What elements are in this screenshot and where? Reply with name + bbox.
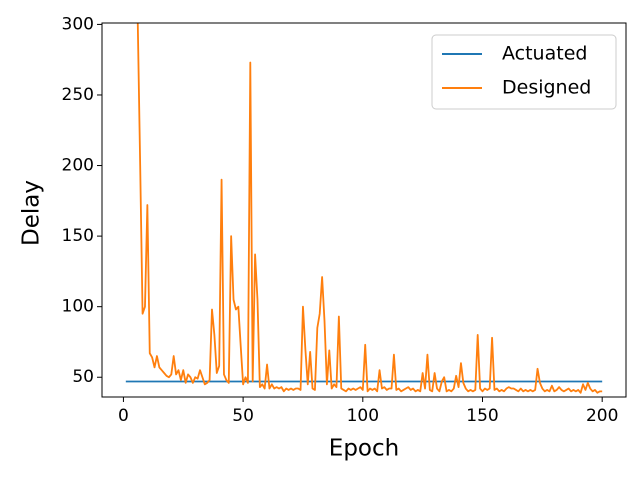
series-line — [136, 23, 603, 394]
x-tick-label: 0 — [118, 406, 129, 426]
legend-label: Actuated — [502, 43, 587, 65]
x-tick-label: 200 — [586, 406, 618, 426]
x-axis-label: Epoch — [329, 436, 399, 462]
y-tick-label: 200 — [62, 156, 94, 176]
x-tick-label: 50 — [232, 406, 254, 426]
y-tick-label: 50 — [72, 367, 94, 387]
y-axis-label: Delay — [19, 180, 45, 246]
axes-frame — [101, 22, 627, 398]
y-tick-label: 150 — [62, 226, 94, 246]
plot-area — [125, 23, 603, 394]
y-tick-label: 100 — [62, 297, 94, 317]
x-tick-label: 100 — [347, 406, 379, 426]
y-tick-label: 250 — [62, 85, 94, 105]
x-tick-label: 150 — [466, 406, 498, 426]
y-tick-label: 300 — [62, 14, 94, 34]
legend-label: Designed — [502, 77, 591, 99]
